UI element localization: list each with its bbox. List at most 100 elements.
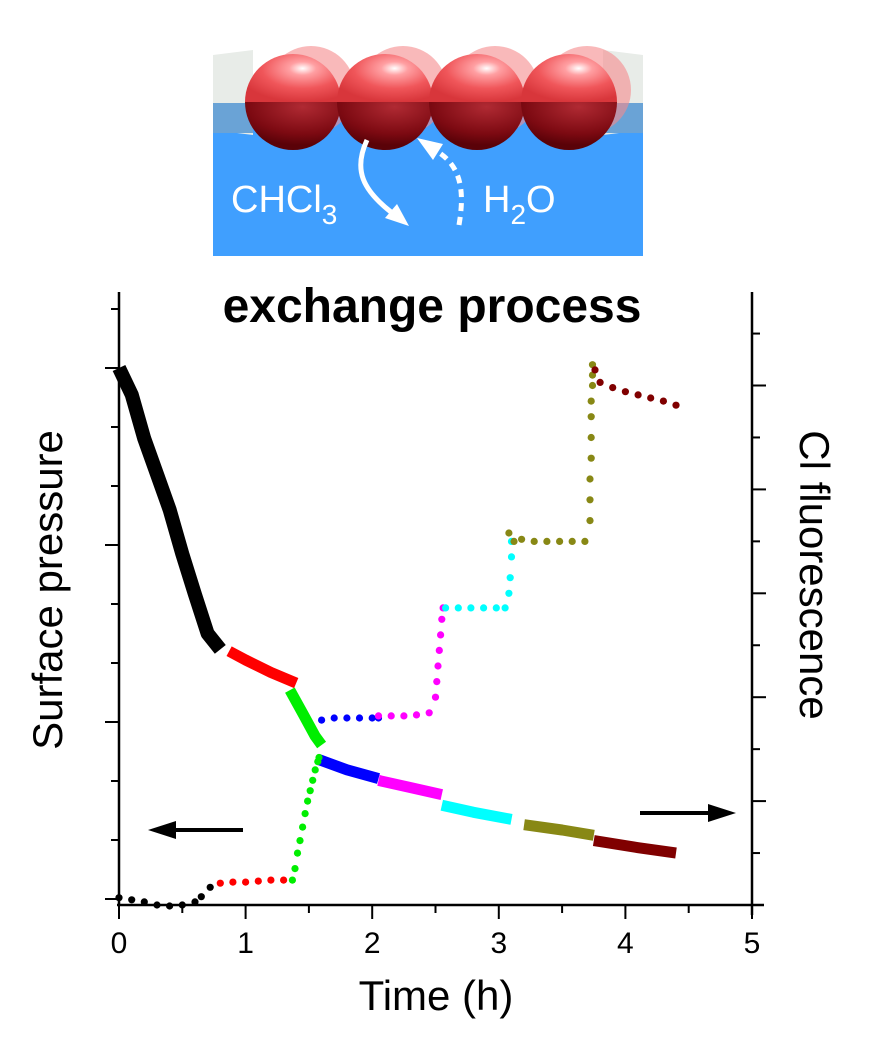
data-point xyxy=(400,712,408,720)
data-point xyxy=(197,893,205,901)
x-tick-label: 5 xyxy=(744,927,761,960)
surface-pressure-stage-1 xyxy=(112,364,226,654)
right-arrow-icon xyxy=(640,804,736,822)
data-point xyxy=(299,823,307,831)
particle xyxy=(337,46,447,150)
data-point xyxy=(309,776,317,784)
h2o-arrow-icon xyxy=(433,147,464,226)
particle xyxy=(429,46,539,150)
data-point xyxy=(412,711,421,719)
data-point xyxy=(505,589,513,597)
particle-monolayer xyxy=(245,46,631,150)
data-point xyxy=(621,388,630,396)
data-point xyxy=(206,883,214,891)
data-point xyxy=(506,574,514,582)
data-point xyxy=(530,537,538,546)
x-tick-labels: 0 1 2 3 4 5 xyxy=(111,927,761,960)
data-point xyxy=(510,537,518,546)
surface-pressure-stage-3 xyxy=(285,687,327,749)
data-point xyxy=(505,529,513,537)
fluorescence-stage-1 xyxy=(115,883,214,910)
particle xyxy=(245,46,355,150)
data-point xyxy=(586,496,594,504)
fluorescence-stage-7 xyxy=(505,361,597,546)
data-point xyxy=(480,604,488,612)
data-point xyxy=(435,646,443,655)
data-point xyxy=(591,366,599,374)
particle-bottom xyxy=(521,102,617,150)
data-point xyxy=(128,896,136,904)
data-point xyxy=(293,849,302,857)
particle-top xyxy=(245,54,341,102)
data-point xyxy=(343,714,351,722)
data-point xyxy=(586,517,594,525)
data-point xyxy=(216,879,224,887)
data-point xyxy=(229,878,237,886)
data-point xyxy=(596,378,604,386)
fluorescence-stage-5 xyxy=(374,604,447,720)
chcl3-arrowhead-icon xyxy=(385,204,409,226)
axes xyxy=(105,292,766,919)
chcl3-arrow-icon xyxy=(358,138,393,214)
particle-bottom xyxy=(429,102,525,150)
y-axis-right-label: Cl fluorescence xyxy=(791,430,838,719)
data-point xyxy=(587,433,595,442)
data-point xyxy=(659,397,668,405)
data-point xyxy=(330,714,338,722)
data-point xyxy=(437,631,445,639)
data-point xyxy=(501,604,509,612)
data-point xyxy=(315,753,323,762)
data-point xyxy=(672,401,680,409)
h2o-label: H2O xyxy=(483,179,556,230)
chcl3-label: CHCl3 xyxy=(231,179,337,230)
h2o-arrowhead-icon xyxy=(417,138,443,160)
fluorescence-stage-2 xyxy=(216,876,288,887)
particle xyxy=(521,46,631,150)
data-point xyxy=(438,615,446,623)
data-point xyxy=(318,716,326,724)
data-point xyxy=(647,394,655,402)
data-point xyxy=(115,894,123,902)
x-tick-label: 3 xyxy=(490,927,507,960)
fluorescence-stage-6 xyxy=(442,537,516,612)
fluorescence-stage-4 xyxy=(318,714,383,724)
y-axis-left-label: Surface pressure xyxy=(24,430,71,750)
surface-pressure-stage-2 xyxy=(226,646,299,689)
data-point xyxy=(166,902,174,910)
x-tick-label: 4 xyxy=(617,927,634,960)
data-point xyxy=(492,604,500,612)
data-point xyxy=(355,714,364,722)
data-point xyxy=(301,810,309,818)
data-point xyxy=(311,766,319,774)
fluorescence-stage-3 xyxy=(288,753,323,884)
data-point xyxy=(267,876,275,884)
data-point xyxy=(288,876,296,884)
particle-bottom xyxy=(337,102,433,150)
fluorescence-series xyxy=(115,361,680,910)
data-point xyxy=(634,391,642,399)
data-point xyxy=(178,901,186,909)
surface-pressure-stage-4 xyxy=(315,754,380,784)
data-point xyxy=(588,381,597,390)
data-point xyxy=(454,604,462,612)
data-point xyxy=(442,604,450,612)
particle-top xyxy=(337,54,433,102)
data-point xyxy=(387,712,395,720)
surface-pressure-series xyxy=(112,364,677,859)
data-point xyxy=(191,898,199,906)
particle-bottom xyxy=(245,102,341,150)
exchange-illustration: CHCl3 H2O xyxy=(213,46,643,256)
data-point xyxy=(586,475,594,483)
data-point xyxy=(433,678,441,686)
data-point xyxy=(306,787,314,795)
particle-top xyxy=(521,54,617,102)
data-point xyxy=(518,535,526,543)
data-point xyxy=(581,537,589,546)
data-point xyxy=(543,537,551,546)
x-axis-label: Time (h) xyxy=(359,972,514,1019)
data-point xyxy=(280,876,288,884)
data-point xyxy=(556,537,564,546)
data-point xyxy=(304,797,312,805)
surface-pressure-stage-5 xyxy=(377,775,444,800)
